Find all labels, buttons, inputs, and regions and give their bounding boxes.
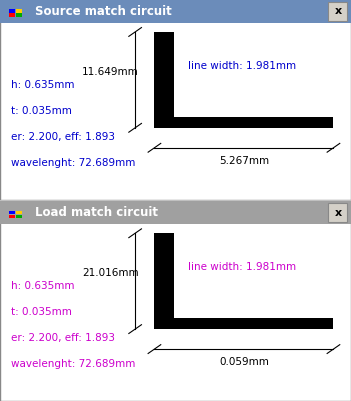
Text: wavelenght: 72.689mm: wavelenght: 72.689mm bbox=[11, 359, 135, 369]
Text: Source match circuit: Source match circuit bbox=[35, 5, 172, 18]
Text: line width: 1.981mm: line width: 1.981mm bbox=[188, 61, 296, 71]
Text: x: x bbox=[335, 6, 342, 16]
Text: wavelenght: 72.689mm: wavelenght: 72.689mm bbox=[11, 158, 135, 168]
Text: h: 0.635mm: h: 0.635mm bbox=[11, 80, 74, 90]
Bar bbox=[154, 117, 333, 128]
Bar bbox=[9, 211, 15, 214]
Bar bbox=[9, 215, 15, 218]
Text: 0.059mm: 0.059mm bbox=[219, 357, 269, 367]
Bar bbox=[9, 13, 15, 17]
Bar bbox=[0, 201, 351, 224]
Text: x: x bbox=[335, 208, 342, 218]
Bar bbox=[154, 318, 333, 329]
FancyBboxPatch shape bbox=[328, 2, 347, 21]
Bar bbox=[154, 32, 174, 128]
Text: line width: 1.981mm: line width: 1.981mm bbox=[188, 262, 296, 272]
Bar bbox=[154, 233, 174, 329]
Text: er: 2.200, eff: 1.893: er: 2.200, eff: 1.893 bbox=[11, 132, 114, 142]
Text: 21.016mm: 21.016mm bbox=[82, 268, 139, 278]
Bar bbox=[16, 13, 22, 17]
Bar bbox=[16, 215, 22, 218]
Text: 5.267mm: 5.267mm bbox=[219, 156, 269, 166]
Bar bbox=[16, 211, 22, 214]
Bar bbox=[16, 9, 22, 13]
Text: er: 2.200, eff: 1.893: er: 2.200, eff: 1.893 bbox=[11, 333, 114, 343]
Text: t: 0.035mm: t: 0.035mm bbox=[11, 106, 71, 116]
Text: 11.649mm: 11.649mm bbox=[82, 67, 139, 77]
Text: Load match circuit: Load match circuit bbox=[35, 206, 158, 219]
Text: h: 0.635mm: h: 0.635mm bbox=[11, 281, 74, 291]
Bar bbox=[0, 0, 351, 23]
FancyBboxPatch shape bbox=[328, 203, 347, 222]
Text: t: 0.035mm: t: 0.035mm bbox=[11, 307, 71, 317]
Bar bbox=[9, 9, 15, 13]
